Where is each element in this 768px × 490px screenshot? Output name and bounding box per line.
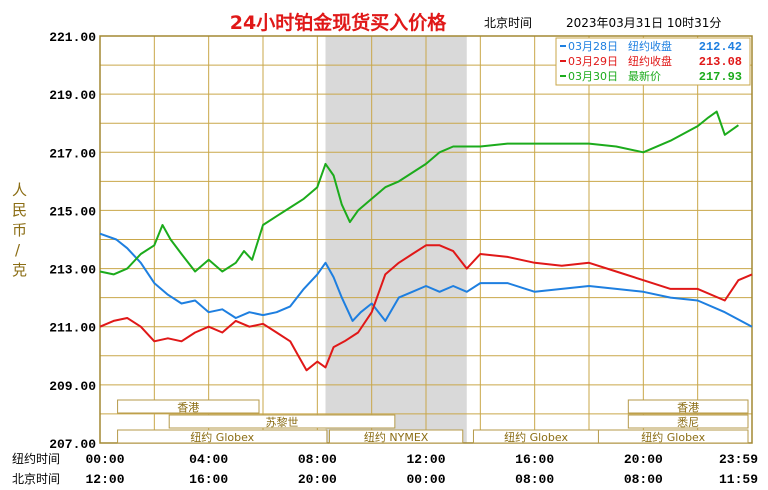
chart-timestamp: 2023年03月31日 10时31分: [566, 16, 721, 30]
x-tick-label: 00:00: [406, 472, 445, 487]
session-bar: [117, 399, 260, 414]
session-label: 香港: [677, 401, 699, 414]
session-label: 纽约 Globex: [190, 430, 254, 444]
session-bar: [328, 429, 464, 444]
session-bar: [597, 429, 749, 444]
y-tick-label: 213.00: [49, 263, 96, 278]
x-tick-label: 20:00: [624, 452, 663, 467]
x-tick-label: 16:00: [515, 452, 554, 467]
legend-label: 纽约收盘: [628, 39, 672, 53]
series-line-03月30日: [99, 110, 739, 276]
x-tick-label: 12:00: [85, 472, 124, 487]
x-row-label: 北京时间: [12, 472, 60, 486]
chart-location-label: 北京时间: [484, 16, 532, 30]
legend-date: 03月29日: [568, 55, 618, 68]
x-tick-label: 08:00: [515, 472, 554, 487]
x-tick-label: 12:00: [406, 452, 445, 467]
legend-value: 212.42: [699, 40, 742, 54]
x-tick-label: 11:59: [719, 472, 758, 487]
x-axis-tick-labels: 纽约时间 00:00 04:00 08:00 12:00 16:00 20:00 23:59 北…: [12, 451, 758, 487]
y-axis-label-char: 人: [12, 181, 27, 199]
price-series: [99, 110, 753, 372]
chart-title: 24小时铂金现货买入价格: [230, 11, 447, 34]
session-label: 纽约 NYMEX: [364, 430, 429, 444]
y-axis-label-char: /: [15, 241, 21, 259]
legend-label: 纽约收盘: [628, 54, 672, 68]
session-label: 苏黎世: [266, 415, 299, 429]
y-axis-label-char: 币: [12, 221, 27, 239]
session-bar: [627, 399, 749, 414]
legend-value: 213.08: [699, 55, 742, 69]
legend-value: 217.93: [699, 70, 742, 84]
y-tick-label: 209.00: [49, 379, 96, 394]
session-label: 悉尼: [677, 416, 699, 429]
y-tick-label: 211.00: [49, 321, 96, 336]
y-tick-label: 217.00: [49, 146, 96, 161]
x-row-label: 纽约时间: [12, 451, 60, 466]
session-label: 纽约 Globex: [504, 430, 568, 444]
y-axis-label-char: 克: [12, 261, 27, 279]
x-tick-label: 00:00: [85, 452, 124, 467]
series-line-03月29日: [99, 244, 753, 372]
series-line-03月28日: [99, 232, 753, 328]
legend-box: [555, 37, 751, 86]
x-tick-label: 04:00: [189, 452, 228, 467]
x-tick-label: 08:00: [298, 452, 337, 467]
gridlines: [99, 35, 753, 444]
x-tick-label: 08:00: [624, 472, 663, 487]
session-bar: [627, 414, 749, 429]
legend-label: 最新价: [628, 69, 661, 83]
legend-date: 03月28日: [568, 40, 618, 53]
session-bar: [117, 429, 328, 444]
session-label: 香港: [177, 401, 199, 414]
y-tick-label: 219.00: [49, 88, 96, 103]
y-axis-label: 人 民 币 / 克: [12, 181, 32, 279]
y-axis-label-char: 民: [12, 201, 27, 219]
legend-date: 03月30日: [568, 70, 618, 83]
legend: 03月28日 纽约收盘 212.42 03月29日 纽约收盘 213.08 03月30日 最新…: [555, 37, 751, 86]
y-tick-label: 215.00: [49, 204, 96, 219]
x-tick-label: 23:59: [719, 452, 758, 467]
session-bar: [168, 414, 396, 429]
y-axis-tick-labels: 221.00 219.00 217.00 215.00 213.00 211.00 209.…: [49, 30, 96, 452]
x-tick-label: 20:00: [298, 472, 337, 487]
y-tick-label: 207.00: [49, 437, 96, 452]
session-label: 纽约 Globex: [641, 430, 705, 444]
x-tick-label: 16:00: [189, 472, 228, 487]
y-tick-label: 221.00: [49, 30, 96, 45]
